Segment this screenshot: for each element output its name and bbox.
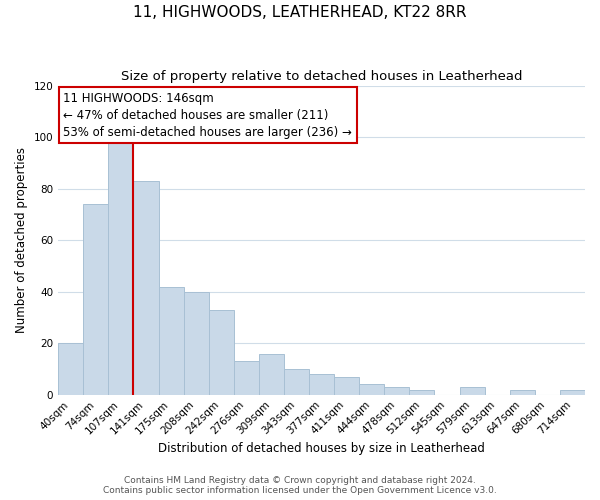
Bar xyxy=(234,361,259,394)
Bar xyxy=(385,387,409,394)
Bar xyxy=(359,384,385,394)
Bar xyxy=(133,181,158,394)
Text: Contains HM Land Registry data © Crown copyright and database right 2024.
Contai: Contains HM Land Registry data © Crown c… xyxy=(103,476,497,495)
Bar xyxy=(334,376,359,394)
Bar xyxy=(58,343,83,394)
Bar xyxy=(259,354,284,395)
Y-axis label: Number of detached properties: Number of detached properties xyxy=(15,147,28,333)
Bar xyxy=(83,204,109,394)
Bar xyxy=(109,134,133,394)
Text: 11 HIGHWOODS: 146sqm
← 47% of detached houses are smaller (211)
53% of semi-deta: 11 HIGHWOODS: 146sqm ← 47% of detached h… xyxy=(64,92,352,138)
Bar xyxy=(184,292,209,395)
Bar xyxy=(460,387,485,394)
Bar xyxy=(560,390,585,394)
Bar xyxy=(158,286,184,395)
Bar xyxy=(510,390,535,394)
X-axis label: Distribution of detached houses by size in Leatherhead: Distribution of detached houses by size … xyxy=(158,442,485,455)
Bar xyxy=(284,369,309,394)
Bar xyxy=(209,310,234,394)
Bar xyxy=(409,390,434,394)
Text: 11, HIGHWOODS, LEATHERHEAD, KT22 8RR: 11, HIGHWOODS, LEATHERHEAD, KT22 8RR xyxy=(133,5,467,20)
Title: Size of property relative to detached houses in Leatherhead: Size of property relative to detached ho… xyxy=(121,70,523,83)
Bar xyxy=(309,374,334,394)
